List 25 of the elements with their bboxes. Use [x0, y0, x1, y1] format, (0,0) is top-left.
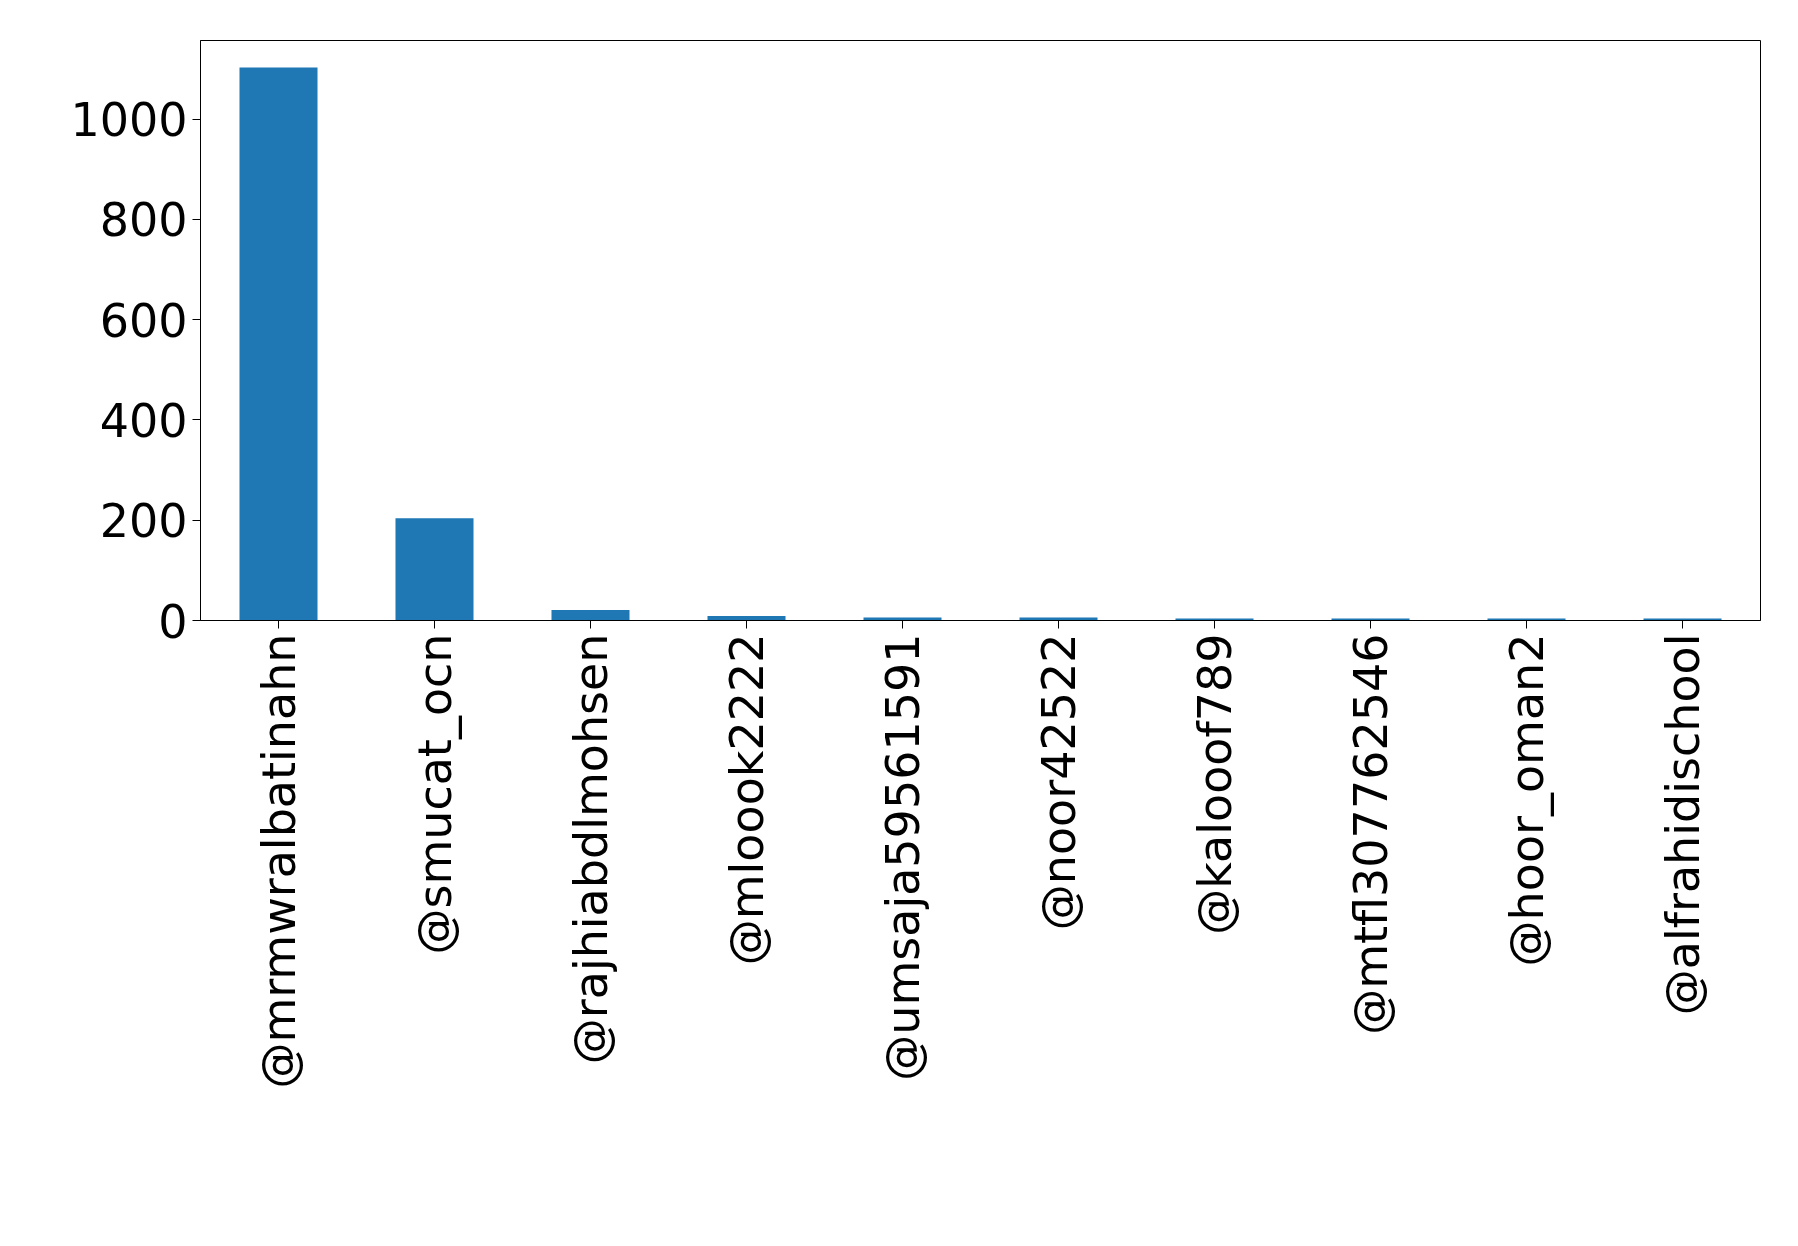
bar	[1487, 618, 1566, 621]
bar	[239, 67, 318, 621]
x-tick-label: @noor42522	[1031, 633, 1086, 931]
bar	[551, 609, 630, 621]
x-tick-label: @mloook2222	[719, 633, 774, 966]
x-tick-label: @hoor_oman2	[1499, 633, 1554, 967]
y-tick-label: 1000	[70, 93, 188, 148]
x-tick-label: @mtfl307762546	[1343, 633, 1398, 1035]
bar	[863, 617, 942, 621]
y-tick-label: 800	[99, 193, 188, 248]
x-tick-label: @umsaja59561591	[875, 633, 930, 1081]
bar	[1175, 618, 1254, 621]
bar	[1643, 618, 1722, 621]
y-tick-label: 400	[99, 393, 188, 448]
x-tick-label: @kalooof789	[1187, 633, 1242, 935]
x-tick-label: @mrmwralbatinahn	[251, 633, 306, 1089]
bar	[1019, 617, 1098, 621]
bar	[395, 518, 474, 621]
x-tick-label: @rajhiabdlmohsen	[563, 633, 618, 1065]
x-tick-label: @smucat_ocn	[407, 633, 462, 955]
bar	[1331, 618, 1410, 621]
y-tick-label: 0	[158, 594, 188, 649]
y-tick-label: 200	[99, 494, 188, 549]
y-tick-label: 600	[99, 293, 188, 348]
x-tick-label: @alfrahidischool	[1655, 633, 1710, 1016]
